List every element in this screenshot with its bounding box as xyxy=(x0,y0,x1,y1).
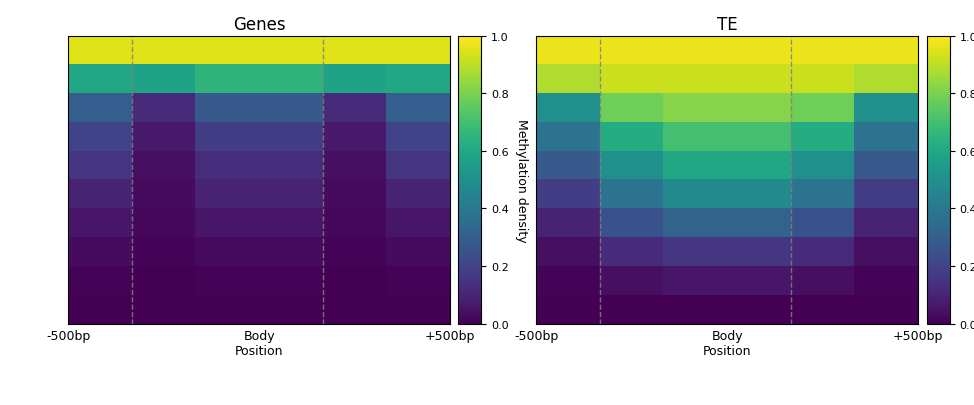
Y-axis label: Methylation density: Methylation density xyxy=(515,119,528,242)
Title: Genes: Genes xyxy=(233,15,285,34)
Title: TE: TE xyxy=(717,15,737,34)
